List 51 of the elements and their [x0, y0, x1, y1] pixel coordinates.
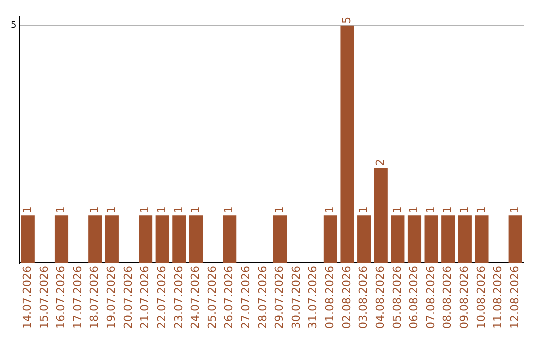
x-tick-label: 08.08.2026: [441, 266, 454, 330]
x-tick-label: 02.08.2026: [340, 266, 354, 330]
x-tick-label: 15.07.2026: [38, 266, 51, 330]
x-tick-label: 25.07.2026: [206, 266, 219, 330]
data-label: 1: [189, 206, 202, 214]
x-tick-label: 11.08.2026: [492, 266, 505, 330]
x-tick-label: 28.07.2026: [256, 266, 270, 330]
x-tick-label: 27.07.2026: [240, 266, 253, 330]
x-tick-label: 17.07.2026: [71, 266, 84, 330]
x-tick-label: 14.07.2026: [20, 266, 34, 330]
data-label: 1: [105, 206, 118, 214]
data-label: 1: [54, 206, 68, 214]
data-label: 1: [357, 206, 370, 214]
x-tick-label: 06.08.2026: [408, 266, 421, 330]
x-tick-label: 29.07.2026: [273, 266, 286, 330]
x-tick-label: 03.08.2026: [357, 266, 370, 330]
data-label: 1: [424, 206, 438, 214]
x-tick-label: 01.08.2026: [324, 266, 337, 330]
x-tick-label: 18.07.2026: [88, 266, 102, 330]
data-label: 1: [172, 206, 186, 214]
x-tick-label: 04.08.2026: [374, 266, 387, 330]
x-tick-label: 24.07.2026: [189, 266, 202, 330]
data-label: 1: [273, 206, 286, 214]
data-label: 1: [408, 206, 421, 214]
data-label: 5: [340, 16, 354, 24]
data-label: 1: [222, 206, 236, 214]
data-label: 1: [441, 206, 454, 214]
data-label: 1: [138, 206, 152, 214]
x-tick-label: 09.08.2026: [458, 266, 472, 330]
data-label: 1: [474, 206, 488, 214]
data-label: 1: [458, 206, 472, 214]
x-tick-label: 30.07.2026: [290, 266, 303, 330]
data-label: 1: [155, 206, 168, 214]
x-tick-label: 20.07.2026: [122, 266, 135, 330]
x-tick-label: 21.07.2026: [138, 266, 152, 330]
x-tick-label: 19.07.2026: [105, 266, 118, 330]
x-tick-label: 26.07.2026: [222, 266, 236, 330]
data-label: 1: [20, 206, 34, 214]
data-label: 2: [374, 159, 387, 166]
data-label: 1: [88, 206, 102, 214]
x-tick-label: 12.08.2026: [508, 266, 522, 330]
data-label: 1: [324, 206, 337, 214]
x-tick-label: 23.07.2026: [172, 266, 186, 330]
x-tick-label: 16.07.2026: [54, 266, 68, 330]
x-tick-label: 22.07.2026: [155, 266, 168, 330]
x-tick-label: 31.07.2026: [306, 266, 320, 330]
x-tick-label: 07.08.2026: [424, 266, 438, 330]
x-tick-label: 05.08.2026: [390, 266, 404, 330]
x-tick-label: 10.08.2026: [474, 266, 488, 330]
data-label: 1: [390, 206, 404, 214]
data-label: 1: [508, 206, 522, 214]
